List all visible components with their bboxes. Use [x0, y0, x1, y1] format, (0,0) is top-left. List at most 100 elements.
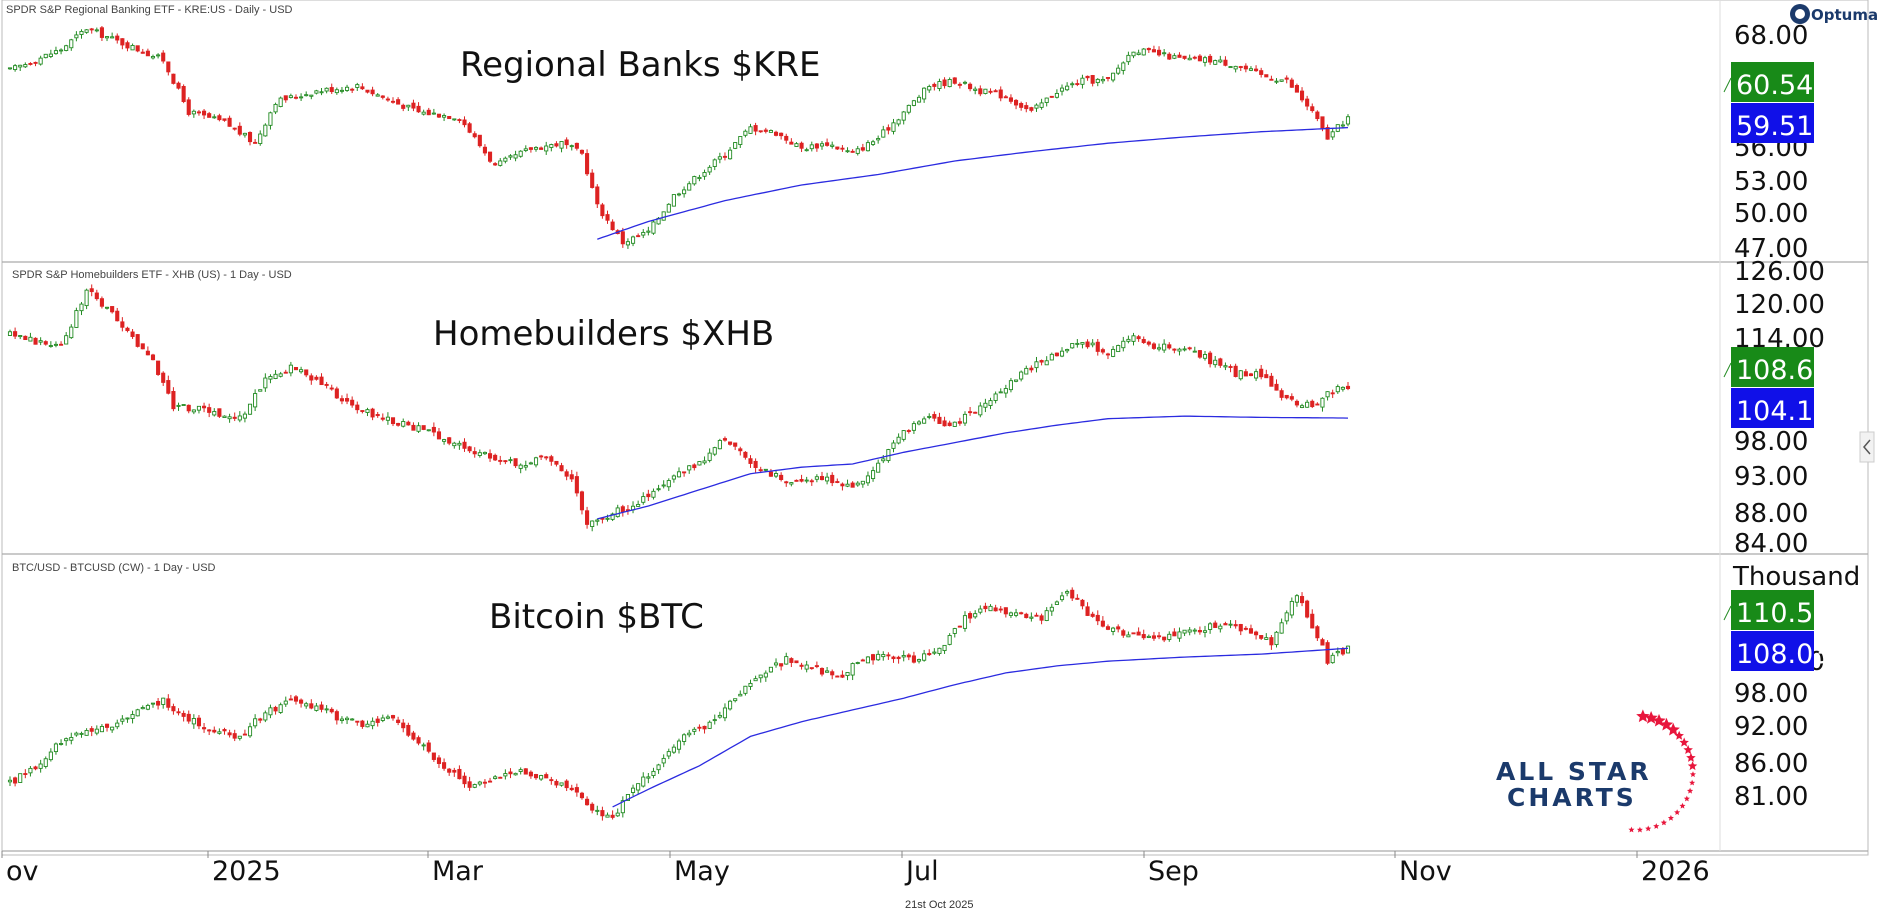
ma-value-text: 108.03: [1736, 639, 1830, 670]
candle: [258, 130, 263, 146]
candle: [1116, 344, 1121, 353]
candle-body: [1223, 59, 1228, 66]
candle-body: [1294, 85, 1299, 93]
candle: [733, 142, 738, 150]
candle-body: [728, 149, 733, 160]
candle-body: [983, 402, 988, 408]
candle: [299, 366, 304, 374]
candle-body: [539, 455, 544, 458]
candle: [876, 650, 881, 661]
candle: [411, 422, 416, 431]
candle: [94, 27, 99, 33]
candle-body: [232, 127, 237, 130]
candle: [533, 773, 539, 780]
candle-body: [1172, 55, 1177, 59]
candle: [380, 95, 385, 100]
candle-body: [1182, 55, 1187, 59]
ma-value-label: 104.10: [1731, 388, 1830, 428]
candle-body: [1049, 95, 1054, 98]
candle: [350, 87, 355, 94]
candle: [569, 784, 574, 792]
candle: [692, 463, 697, 471]
candle: [477, 449, 482, 458]
candle: [916, 94, 922, 103]
candle: [196, 109, 202, 116]
candle-body: [493, 776, 498, 780]
candle: [773, 130, 779, 137]
candle: [79, 301, 84, 316]
candle-body: [825, 670, 830, 673]
candle-body: [375, 414, 380, 417]
candle-body: [135, 709, 140, 717]
candle: [518, 463, 523, 474]
candle: [1049, 603, 1054, 616]
candle: [1070, 587, 1075, 602]
candle-body: [196, 405, 202, 411]
candle: [1213, 356, 1218, 368]
candle: [1044, 356, 1049, 366]
candle-body: [840, 674, 845, 678]
candle: [799, 662, 804, 670]
candle-body: [646, 230, 651, 233]
candle: [1090, 74, 1095, 87]
candle: [523, 460, 528, 471]
candle-body: [605, 517, 610, 520]
candle-body: [1310, 106, 1315, 112]
candle-body: [411, 424, 416, 431]
candle: [268, 374, 273, 384]
candle-body: [390, 715, 396, 719]
candle-body: [1172, 348, 1177, 351]
candle-body: [1305, 98, 1310, 107]
candle-body: [227, 117, 232, 127]
candle-body: [84, 289, 89, 307]
candle-body: [314, 90, 319, 94]
candle-body: [202, 110, 207, 116]
candle: [891, 118, 896, 135]
candle-body: [89, 728, 94, 732]
candle: [1095, 339, 1100, 356]
candle: [309, 94, 314, 100]
candle-body: [1034, 104, 1039, 109]
candle-body: [692, 464, 697, 469]
candle-body: [38, 340, 43, 343]
side-panel-toggle[interactable]: [1859, 431, 1875, 463]
candle: [1208, 350, 1213, 368]
candle: [18, 335, 23, 340]
candle: [74, 307, 79, 328]
candle-body: [773, 131, 779, 136]
candle-body: [799, 664, 804, 667]
candle-body: [370, 720, 375, 727]
candle: [53, 742, 59, 755]
candle-body: [350, 88, 355, 91]
candle-body: [728, 441, 733, 445]
candle: [574, 471, 579, 497]
candle: [804, 147, 809, 152]
candle: [1146, 47, 1151, 53]
candle-body: [794, 143, 799, 147]
candle: [319, 88, 324, 96]
candle: [1228, 364, 1233, 373]
candle-body: [207, 407, 212, 413]
candle-body: [1065, 349, 1070, 352]
logo-star-icon: [1674, 730, 1684, 740]
candle: [472, 783, 477, 789]
candle-body: [1029, 616, 1034, 619]
candle-body: [978, 405, 983, 416]
candle-body: [1279, 79, 1284, 82]
candle: [1345, 382, 1351, 391]
candle-body: [1034, 614, 1039, 617]
candle: [748, 679, 753, 690]
candle-body: [1059, 350, 1065, 357]
candle: [390, 714, 396, 721]
candle: [554, 460, 559, 467]
candle-body: [278, 704, 283, 713]
candle-body: [523, 465, 528, 468]
candle-body: [988, 605, 993, 612]
candle: [952, 77, 957, 85]
candle: [1243, 63, 1248, 73]
candle: [1059, 84, 1065, 96]
candle-body: [1167, 633, 1172, 640]
candle: [651, 488, 656, 500]
candle-body: [59, 743, 64, 745]
candle: [482, 451, 487, 456]
